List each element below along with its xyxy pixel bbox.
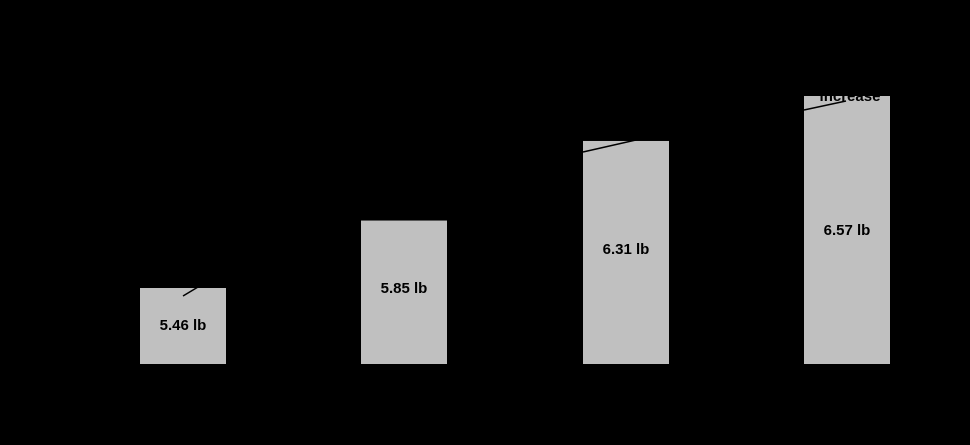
bar-1 [140,288,226,364]
bar-annotation-4: increase [820,88,881,105]
bar-value-label-1: 5.46 lb [160,317,207,334]
bar-value-label-2: 5.85 lb [381,280,428,297]
bar-value-label-3: 6.31 lb [603,241,650,258]
leader-line-1 [182,286,199,297]
leader-line-4 [803,100,847,111]
leader-line-3 [582,139,637,153]
bar-2 [361,220,447,364]
bars-layer: 5.46 lb 5.85 lb 6.31 lb 6.57 lb increase [140,88,890,364]
bar-value-label-4: 6.57 lb [824,222,871,239]
bar-4 [804,96,890,364]
bar-3 [583,140,669,364]
